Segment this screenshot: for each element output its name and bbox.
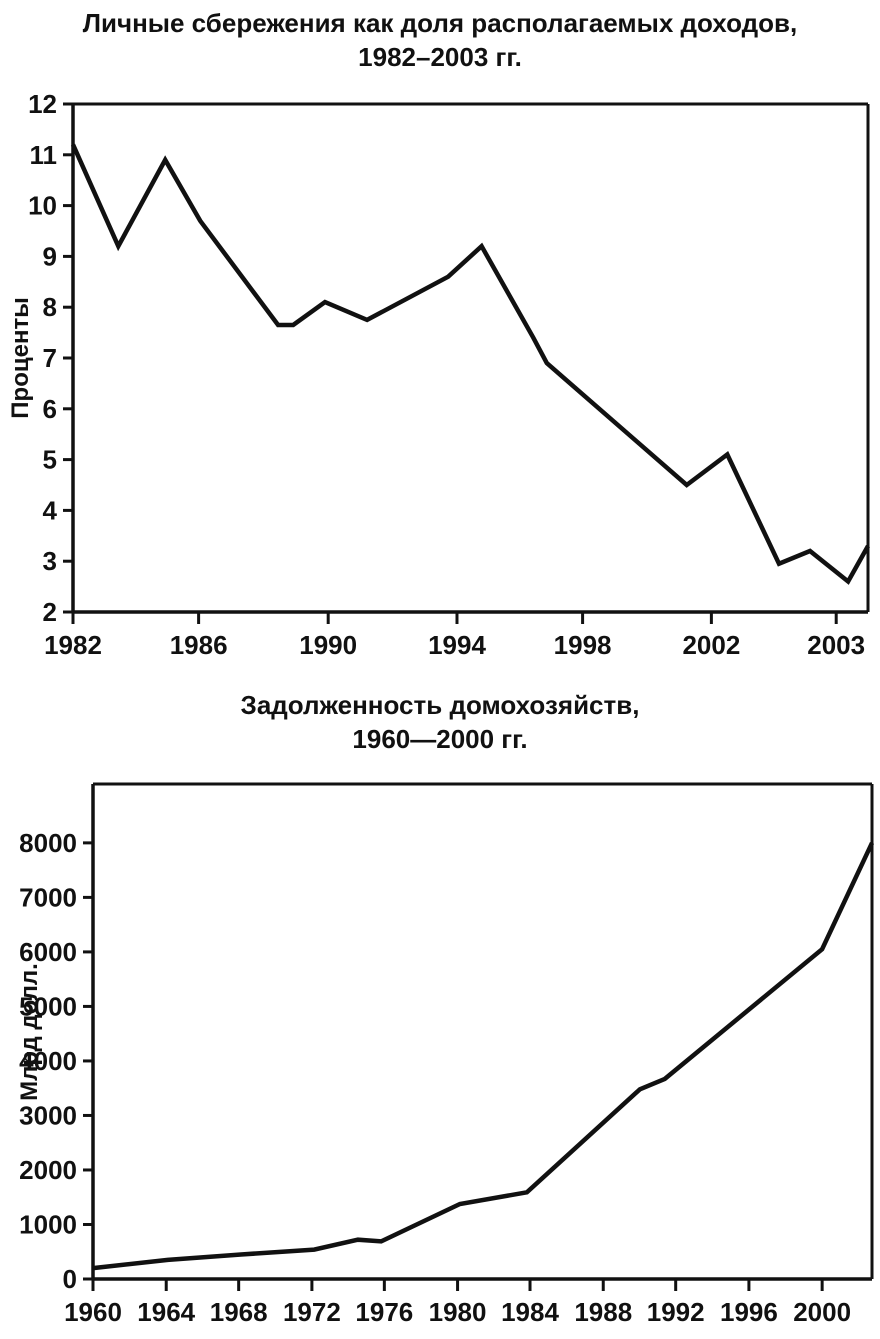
y-tick-label: 4000 bbox=[19, 1046, 77, 1076]
y-tick-label: 12 bbox=[28, 89, 57, 119]
debt-chart-section: Задолженность домохозяйств, 1960—2000 гг.… bbox=[0, 662, 880, 1329]
y-tick-label: 9 bbox=[43, 241, 57, 271]
y-tick-label: 2000 bbox=[19, 1155, 77, 1185]
x-tick-label: 1972 bbox=[283, 1297, 341, 1327]
x-tick-label: 1994 bbox=[428, 630, 486, 660]
data-line-personal-savings-rate bbox=[70, 143, 870, 585]
x-tick-label: 1968 bbox=[210, 1297, 268, 1327]
x-tick-label: 1982 bbox=[44, 630, 102, 660]
x-tick-label: 1986 bbox=[170, 630, 228, 660]
x-tick-label: 1980 bbox=[429, 1297, 487, 1327]
x-tick-label: 1976 bbox=[355, 1297, 413, 1327]
y-tick-label: 8000 bbox=[19, 828, 77, 858]
y-tick-label: 10 bbox=[28, 191, 57, 221]
x-tick-label: 1998 bbox=[554, 630, 612, 660]
x-tick-label: 2002 bbox=[682, 630, 740, 660]
x-tick-label: 1992 bbox=[647, 1297, 705, 1327]
debt-chart-title-line1: Задолженность домохозяйств, bbox=[240, 690, 640, 720]
x-tick-label: 1996 bbox=[720, 1297, 778, 1327]
y-tick-label: 3 bbox=[43, 546, 57, 576]
savings-chart-title-line1: Личные сбережения как доля располагаемых… bbox=[82, 8, 798, 38]
x-tick-label: 1964 bbox=[137, 1297, 195, 1327]
x-tick-label: 1990 bbox=[299, 630, 357, 660]
debt-y-axis-title: Млрд долл. bbox=[16, 963, 43, 1101]
y-tick-label: 3000 bbox=[19, 1100, 77, 1130]
x-tick-label: 2003 bbox=[807, 630, 865, 660]
data-line-household-debt bbox=[92, 841, 875, 1271]
savings-chart-section: Личные сбережения как доля располагаемых… bbox=[0, 0, 880, 662]
y-tick-label: 1000 bbox=[19, 1209, 77, 1239]
y-tick-label: 4 bbox=[43, 495, 58, 525]
x-tick-label: 1960 bbox=[64, 1297, 122, 1327]
y-tick-label: 11 bbox=[30, 140, 58, 170]
y-tick-label: 2 bbox=[43, 597, 57, 627]
y-tick-label: 5 bbox=[43, 445, 57, 475]
x-tick-label: 1984 bbox=[501, 1297, 559, 1327]
y-tick-label: 7000 bbox=[19, 882, 77, 912]
y-tick-label: 5000 bbox=[19, 991, 77, 1021]
debt-chart-title: Задолженность домохозяйств, 1960—2000 гг. bbox=[0, 688, 880, 756]
x-tick-label: 2000 bbox=[793, 1297, 851, 1327]
savings-chart-title-line2: 1982–2003 гг. bbox=[358, 42, 522, 72]
savings-y-axis-title: Проценты bbox=[7, 297, 34, 419]
x-tick-label: 1988 bbox=[574, 1297, 632, 1327]
y-tick-label: 7 bbox=[43, 343, 57, 373]
debt-chart-title-line2: 1960—2000 гг. bbox=[352, 724, 528, 754]
y-tick-label: 6000 bbox=[19, 937, 77, 967]
y-tick-label: 6 bbox=[43, 394, 57, 424]
y-tick-label: 8 bbox=[43, 292, 57, 322]
savings-chart-title: Личные сбережения как доля располагаемых… bbox=[0, 6, 880, 74]
y-tick-label: 0 bbox=[63, 1264, 77, 1294]
